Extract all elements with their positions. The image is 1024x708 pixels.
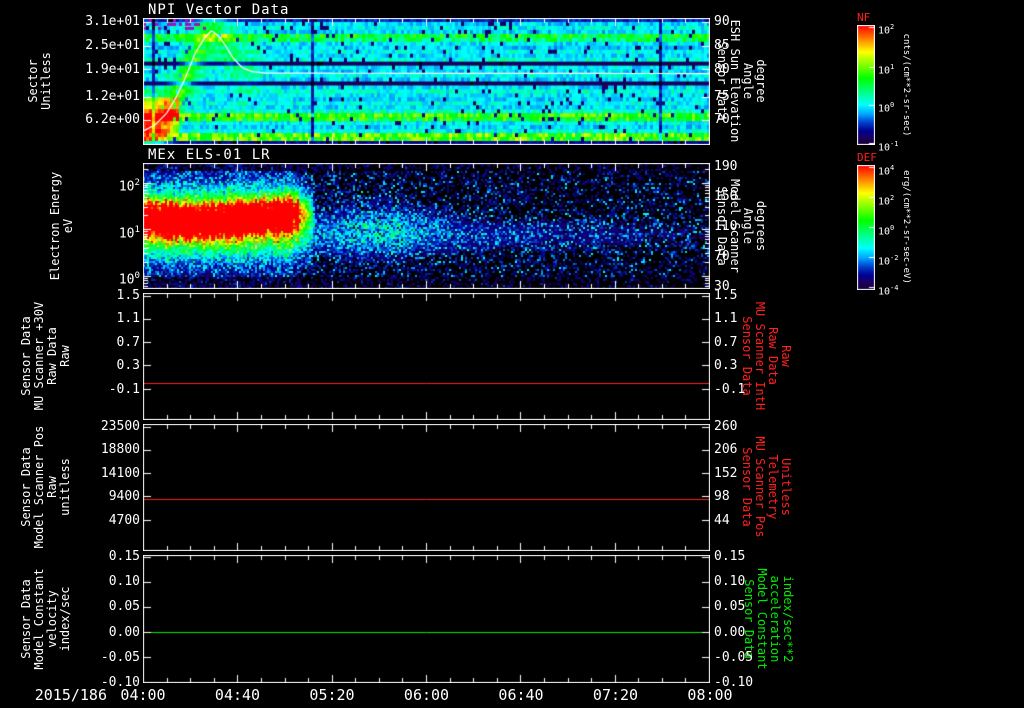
model-scanner-pos-plot	[143, 424, 710, 551]
y-tick-label-right: 1.5	[714, 287, 738, 303]
y-tick-label-right: 30	[714, 278, 730, 294]
y-tick-label-right: 75	[714, 89, 730, 105]
npi-spectrogram	[143, 18, 710, 145]
y-tick-label-left: -0.1	[108, 381, 140, 397]
y-tick-label-left: 101	[118, 224, 140, 242]
y-tick-label-right: 44	[714, 512, 730, 528]
y-tick-label-right: -0.10	[714, 675, 754, 690]
els-spectrogram	[143, 163, 710, 289]
x-tick-label: 08:00	[687, 686, 733, 704]
def-colorbar	[857, 165, 875, 290]
y-tick-label-left: 2.5e+01	[85, 37, 140, 53]
y-tick-label-right: 260	[714, 418, 738, 434]
y-tick-label-right: 98	[714, 489, 730, 505]
y-tick-label-left: 9400	[108, 489, 140, 505]
y-tick-label-right: 70	[714, 248, 730, 264]
colorbar-tick-label: 10-4	[878, 283, 899, 297]
colorbar-tick-label: 102	[878, 193, 895, 207]
y-tick-label-right: 85	[714, 37, 730, 53]
y-tick-label-left: 1.9e+01	[85, 61, 140, 77]
y-tick-label-right: -0.1	[714, 381, 746, 397]
y-tick-label-right: 206	[714, 442, 738, 458]
y-tick-label-left: 102	[118, 178, 140, 195]
y-tick-label-right: 0.00	[714, 624, 746, 640]
nf-colorbar-title: NF	[857, 11, 871, 24]
y-tick-label-right: 80	[714, 61, 730, 77]
nf-colorbar	[857, 25, 875, 145]
y-tick-label-left: 4700	[108, 512, 140, 528]
y-tick-label-left: 1.5	[116, 287, 140, 303]
y-tick-label-right: -0.05	[714, 649, 754, 665]
y-tick-label-right: 190	[714, 159, 738, 175]
nf-colorbar-unit-label: cnts/(cm**2-sr-sec)	[901, 33, 911, 137]
colorbar-tick-label: 100	[878, 223, 895, 237]
y-tick-label-left: 0.15	[108, 549, 140, 565]
els-panel-title: MEx ELS-01 LR	[148, 147, 271, 163]
y-tick-label-right: 1.1	[714, 311, 738, 327]
x-tick-label: 05:20	[309, 686, 355, 704]
date-label: 2015/186	[34, 686, 107, 704]
y-tick-label-right: 110	[714, 219, 738, 234]
x-tick-label: 07:20	[592, 686, 639, 704]
x-tick-label: 04:00	[120, 686, 166, 704]
y-tick-label-right: 90	[714, 13, 730, 29]
y-tick-label-left: 1.2e+01	[85, 89, 140, 105]
y-tick-label-left: 23500	[100, 418, 140, 434]
y-tick-label-right: 150	[714, 189, 738, 205]
colorbar-tick-label: 102	[878, 23, 895, 37]
y-tick-label-left: -0.05	[100, 649, 140, 665]
x-tick-label: 04:40	[214, 686, 261, 704]
x-tick-label: 06:00	[403, 686, 450, 704]
y-tick-label-right: 0.10	[714, 574, 746, 590]
y-tick-label-left: 6.2e+00	[85, 112, 140, 128]
model-constant-plot	[143, 555, 710, 683]
y-tick-label-right: 0.15	[714, 549, 746, 565]
colorbar-tick-label: 100	[878, 101, 895, 115]
mu-scanner-30v-plot	[143, 293, 710, 420]
colorbar-tick-label: 104	[878, 163, 895, 177]
y-tick-label-left: 0.05	[108, 599, 140, 615]
y-tick-label-left: 0.10	[108, 574, 140, 590]
y-tick-label-right: 0.7	[714, 334, 738, 350]
y-tick-label-left: 0.00	[108, 624, 140, 640]
y-tick-label-left: 0.7	[116, 334, 140, 350]
x-tick-label: 06:40	[498, 686, 544, 704]
y-tick-label-left: 0.3	[116, 358, 140, 374]
y-tick-label-right: 70	[714, 112, 730, 128]
y-tick-label-left: -0.10	[100, 675, 140, 690]
y-tick-label-right: 152	[714, 465, 738, 481]
y-tick-label-right: 0.05	[714, 599, 746, 615]
def-colorbar-title: DEF	[857, 151, 877, 164]
y-tick-label-left: 100	[118, 271, 140, 288]
y-tick-label-left: 1.1	[116, 311, 140, 327]
colorbar-tick-label: 101	[878, 63, 895, 77]
colorbar-tick-label: 10-2	[878, 253, 899, 267]
colorbar-tick-label: 10-1	[878, 139, 899, 154]
y-tick-label-left: 3.1e+01	[85, 13, 140, 29]
y-tick-label-right: 0.3	[714, 358, 738, 374]
npi-panel-title: NPI Vector Data	[148, 2, 290, 18]
y-tick-label-left: 18800	[100, 442, 140, 458]
y-tick-label-left: 14100	[100, 465, 140, 481]
